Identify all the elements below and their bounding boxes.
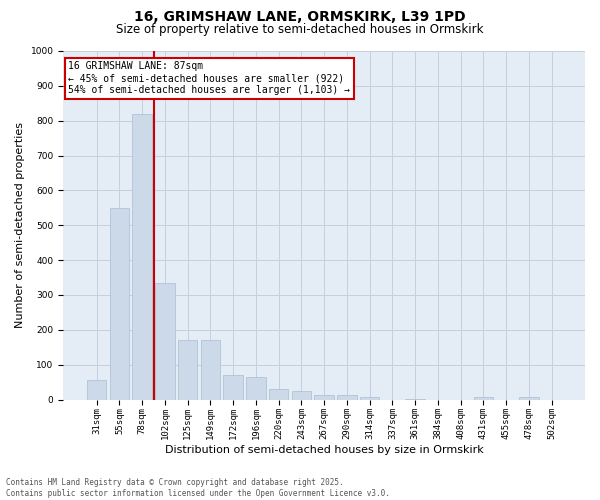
Bar xyxy=(223,375,243,400)
Text: Contains HM Land Registry data © Crown copyright and database right 2025.
Contai: Contains HM Land Registry data © Crown c… xyxy=(6,478,390,498)
Bar xyxy=(110,208,129,400)
Bar xyxy=(474,397,493,400)
Bar xyxy=(201,340,220,400)
Text: 16 GRIMSHAW LANE: 87sqm
← 45% of semi-detached houses are smaller (922)
54% of s: 16 GRIMSHAW LANE: 87sqm ← 45% of semi-de… xyxy=(68,62,350,94)
Bar xyxy=(292,391,311,400)
Bar xyxy=(406,399,425,400)
Text: 16, GRIMSHAW LANE, ORMSKIRK, L39 1PD: 16, GRIMSHAW LANE, ORMSKIRK, L39 1PD xyxy=(134,10,466,24)
Bar xyxy=(360,397,379,400)
Bar xyxy=(155,283,175,400)
Y-axis label: Number of semi-detached properties: Number of semi-detached properties xyxy=(15,122,25,328)
Bar xyxy=(246,377,266,400)
Bar xyxy=(178,340,197,400)
Bar xyxy=(87,380,106,400)
Bar xyxy=(133,114,152,400)
Text: Size of property relative to semi-detached houses in Ormskirk: Size of property relative to semi-detach… xyxy=(116,22,484,36)
Bar xyxy=(519,397,539,400)
Bar xyxy=(337,396,356,400)
Bar xyxy=(314,395,334,400)
Bar xyxy=(269,389,289,400)
X-axis label: Distribution of semi-detached houses by size in Ormskirk: Distribution of semi-detached houses by … xyxy=(165,445,484,455)
